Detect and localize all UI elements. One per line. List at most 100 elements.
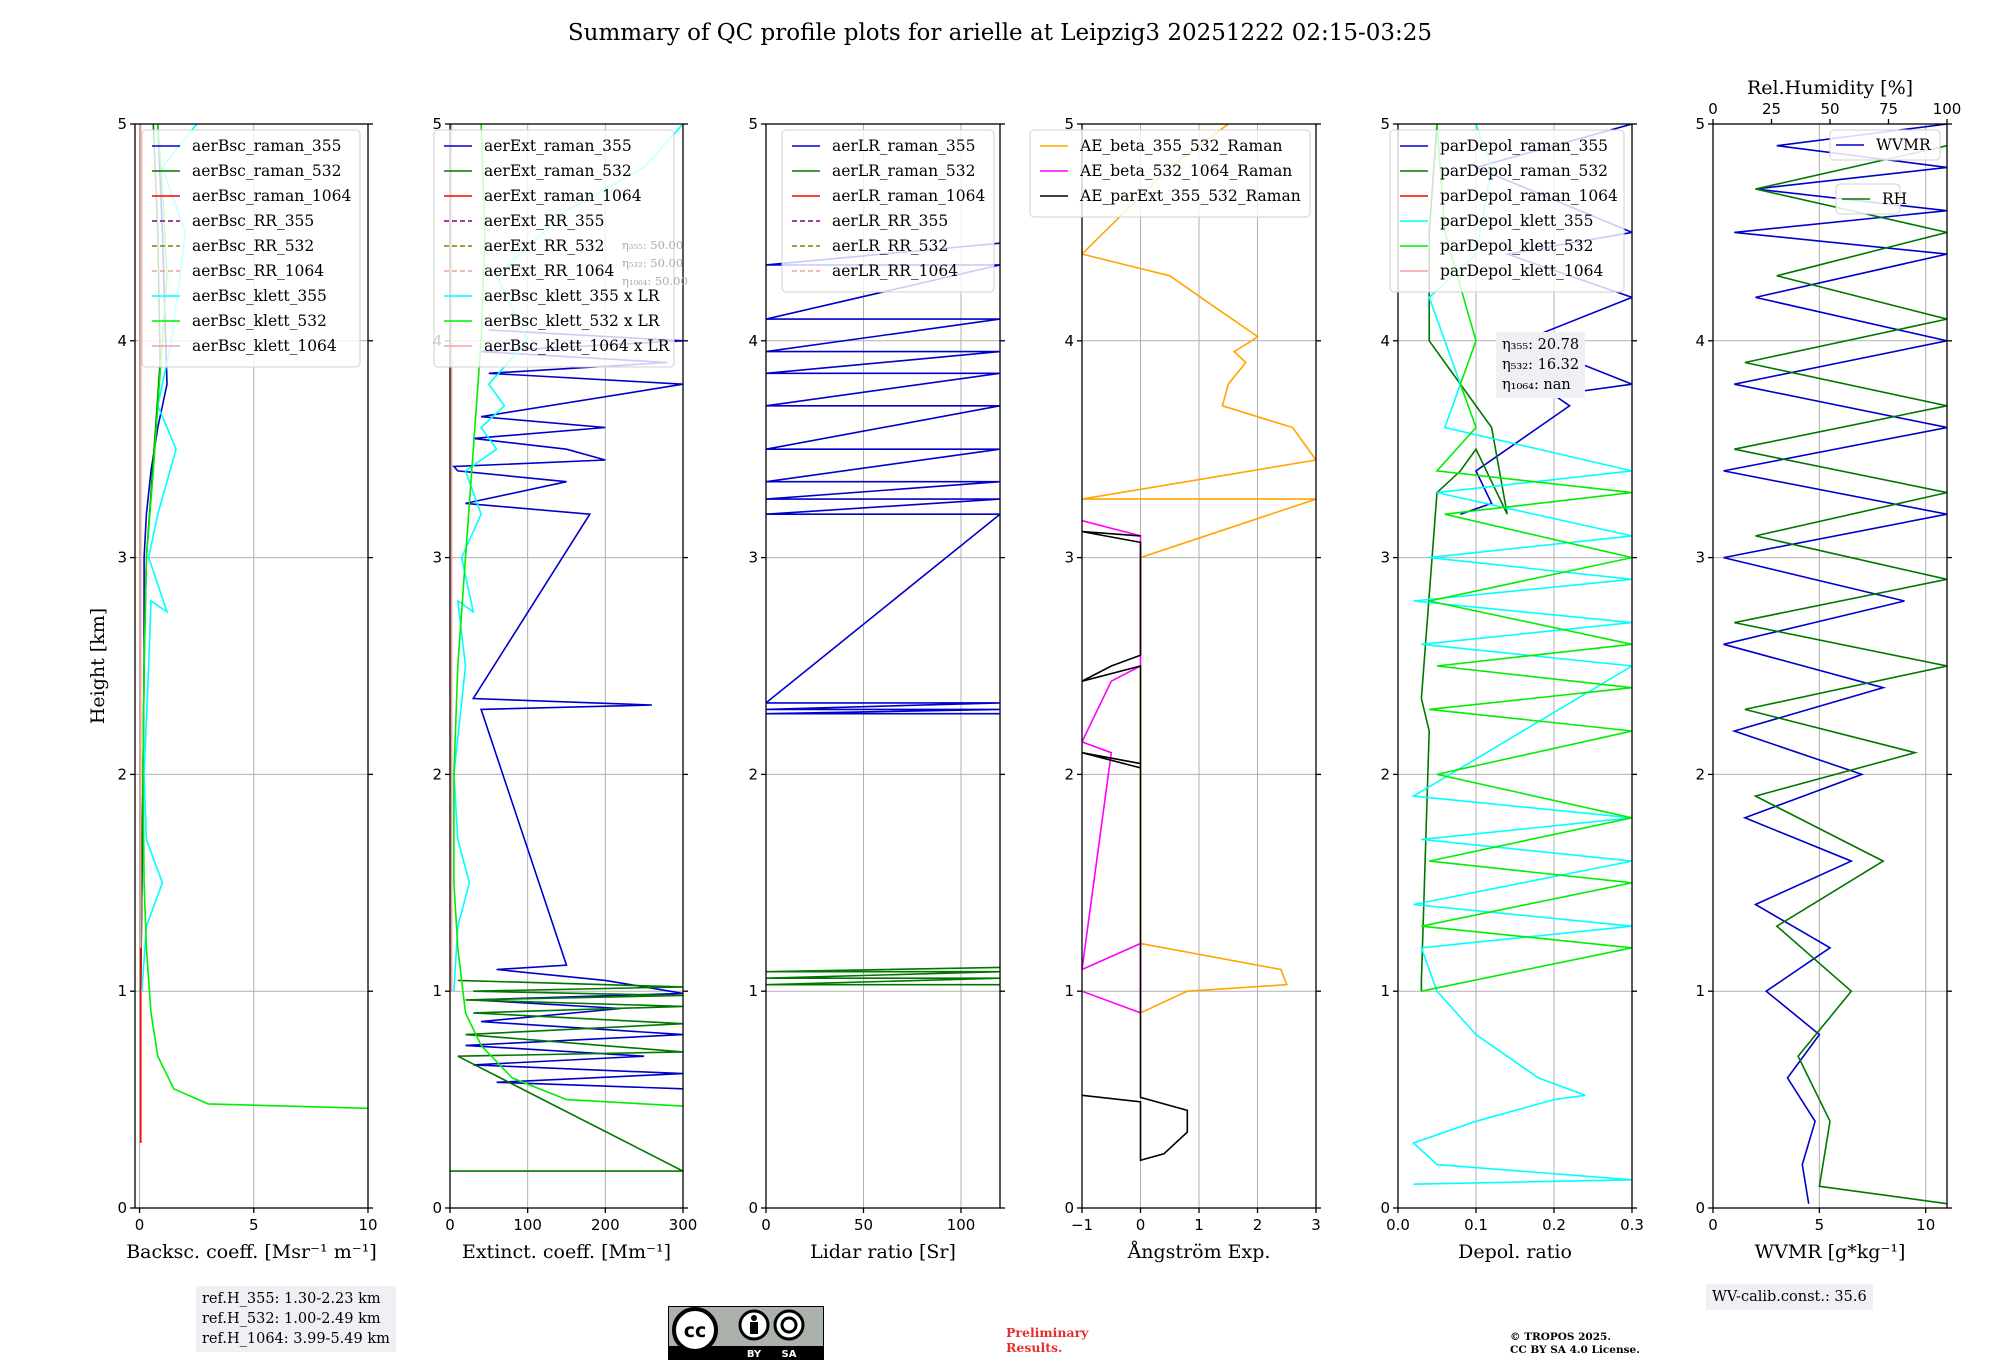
- legend-box: [141, 129, 361, 368]
- y-tick-label: 2: [432, 765, 442, 783]
- y-tick-label: 3: [1380, 549, 1390, 567]
- y-tick-label: 3: [117, 549, 127, 567]
- eta-ext-355: η₃₅₅: 50.00: [622, 238, 684, 252]
- preliminary-line-1: Preliminary: [1006, 1325, 1089, 1340]
- legend-entry: aerExt_RR_355: [484, 212, 605, 230]
- legend: parDepol_raman_355 parDepol_raman_532 parD…: [1389, 129, 1625, 293]
- x-tick-label: 0: [761, 1216, 771, 1234]
- x-tick-label: 0.3: [1620, 1216, 1644, 1234]
- eta-depol-532: η₅₃₂: 16.32: [1502, 357, 1580, 373]
- legend-entry: parDepol_klett_532: [1440, 237, 1593, 255]
- x-tick-label: 0.2: [1542, 1216, 1566, 1234]
- series-group: [766, 242, 1000, 986]
- by-person-head: [751, 1315, 757, 1321]
- y-tick-label: 2: [1695, 765, 1705, 783]
- series-line-pardepol-raman-532: [1420, 124, 1508, 992]
- y-tick-label: 5: [1695, 115, 1705, 133]
- legend-entry: WVMR: [1876, 136, 1932, 154]
- top-x-tick-label: 50: [1820, 100, 1839, 118]
- y-tick-label: 0: [1380, 1199, 1390, 1217]
- legend-entry: aerLR_RR_1064: [832, 262, 958, 280]
- y-tick-label: 1: [748, 982, 758, 1000]
- series-line-ae-beta-532-1064-raman: [1082, 519, 1142, 1015]
- legend-entry: aerExt_raman_355: [484, 137, 632, 155]
- series-group: [1723, 124, 1947, 1205]
- wv-calib-box: WV-calib.const.: 35.6: [1706, 1284, 1873, 1310]
- y-tick-label: 5: [1380, 115, 1390, 133]
- sa-icon-arrow: [780, 1316, 798, 1334]
- legend-rh: RH: [1835, 183, 1907, 215]
- y-tick-label: 2: [1064, 765, 1074, 783]
- legend-entry: parDepol_klett_1064: [1440, 262, 1603, 280]
- y-tick-label: 5: [748, 115, 758, 133]
- ref-heights-box: ref.H_355: 1.30-2.23 km ref.H_532: 1.00-…: [196, 1286, 396, 1352]
- y-tick-label: 4: [748, 332, 758, 350]
- legend-entry: aerBsc_klett_532: [192, 312, 327, 330]
- legend-entry: aerBsc_klett_355 x LR: [484, 287, 661, 305]
- y-tick-label: 0: [117, 1199, 127, 1217]
- x-axis-label: Depol. ratio: [1458, 1241, 1572, 1263]
- series-line-aerext-raman-532: [450, 979, 683, 1172]
- top-x-tick-label: 75: [1879, 100, 1898, 118]
- y-tick-label: 2: [748, 765, 758, 783]
- x-tick-label: 0: [1708, 1216, 1718, 1234]
- legend-entry: AE_beta_355_532_Raman: [1079, 137, 1282, 155]
- legend-box: [781, 129, 995, 293]
- legend-entry: aerLR_RR_532: [832, 237, 948, 255]
- top-x-axis-label: Rel.Humidity [%]: [1747, 77, 1913, 99]
- x-tick-label: 0: [445, 1216, 455, 1234]
- legend: aerBsc_raman_355 aerBsc_raman_532 aerBsc_r…: [141, 129, 361, 368]
- eta-ext-annotation: η₃₅₅: 50.00 η₅₃₂: 50.00 η₁₀₆₄: 50.00: [622, 236, 688, 290]
- panel-5: 0 1 2 3 4 5 0.0 0.1 0.2 0.3 Depol. ratio parDepol_r…: [1380, 115, 1643, 1263]
- legend-entry: aerBsc_RR_1064: [192, 262, 324, 280]
- x-tick-label: 2: [1253, 1216, 1263, 1234]
- legend-box: [1029, 129, 1311, 218]
- axes-frame: [1397, 123, 1633, 1209]
- x-tick-label: 300: [669, 1216, 698, 1234]
- y-tick-label: 3: [1064, 549, 1074, 567]
- y-tick-label: 1: [432, 982, 442, 1000]
- badge-by-label: BY: [747, 1349, 762, 1360]
- series-group: [1082, 124, 1316, 1162]
- legend-entry: aerBsc_raman_532: [192, 162, 342, 180]
- x-tick-label: 0.1: [1464, 1216, 1488, 1234]
- cc-icon: [672, 1307, 718, 1353]
- x-tick-label: 10: [1916, 1216, 1935, 1234]
- by-person-body: [750, 1322, 758, 1334]
- legend-entry: AE_parExt_355_532_Raman: [1079, 187, 1301, 205]
- legend-box: [1389, 129, 1625, 293]
- ref-height-355: ref.H_355: 1.30-2.23 km: [202, 1291, 381, 1307]
- legend-entry: aerBsc_RR_355: [192, 212, 314, 230]
- x-tick-label: 200: [591, 1216, 620, 1234]
- x-axis-label: Backsc. coeff. [Msr⁻¹ m⁻¹]: [126, 1241, 377, 1263]
- figure-title: Summary of QC profile plots for arielle …: [567, 20, 1433, 46]
- x-tick-label: 3: [1311, 1216, 1321, 1234]
- y-tick-label: 2: [117, 765, 127, 783]
- cc-icon-text: cc: [684, 1320, 707, 1342]
- x-tick-label: 0: [135, 1216, 145, 1234]
- x-tick-label: 5: [249, 1216, 259, 1234]
- y-tick-label: 2: [1380, 765, 1390, 783]
- x-tick-label: 5: [1815, 1216, 1825, 1234]
- y-tick-label: 3: [1695, 549, 1705, 567]
- legend-entry: aerLR_raman_1064: [832, 187, 985, 205]
- legend-entry: aerBsc_klett_355: [192, 287, 327, 305]
- sa-icon: [773, 1309, 805, 1341]
- x-tick-label: 0: [1136, 1216, 1146, 1234]
- legend-entry: AE_beta_532_1064_Raman: [1079, 162, 1292, 180]
- y-tick-label: 1: [1064, 982, 1074, 1000]
- legend-entry: aerExt_RR_1064: [484, 262, 615, 280]
- x-axis-label: WVMR [g*kg⁻¹]: [1755, 1241, 1906, 1263]
- y-tick-label: 4: [1064, 332, 1074, 350]
- x-tick-label: 10: [358, 1216, 377, 1234]
- y-tick-label: 4: [117, 332, 127, 350]
- y-tick-label: 1: [1695, 982, 1705, 1000]
- eta-depol-355: η₃₅₅: 20.78: [1502, 337, 1580, 353]
- legend-entry: parDepol_klett_355: [1440, 212, 1593, 230]
- cc-by-sa-badge: cc BY SA: [668, 1306, 824, 1360]
- copyright-line-1: © TROPOS 2025.: [1510, 1331, 1612, 1343]
- legend: AE_beta_355_532_Raman AE_beta_532_1064_Ra…: [1029, 129, 1311, 218]
